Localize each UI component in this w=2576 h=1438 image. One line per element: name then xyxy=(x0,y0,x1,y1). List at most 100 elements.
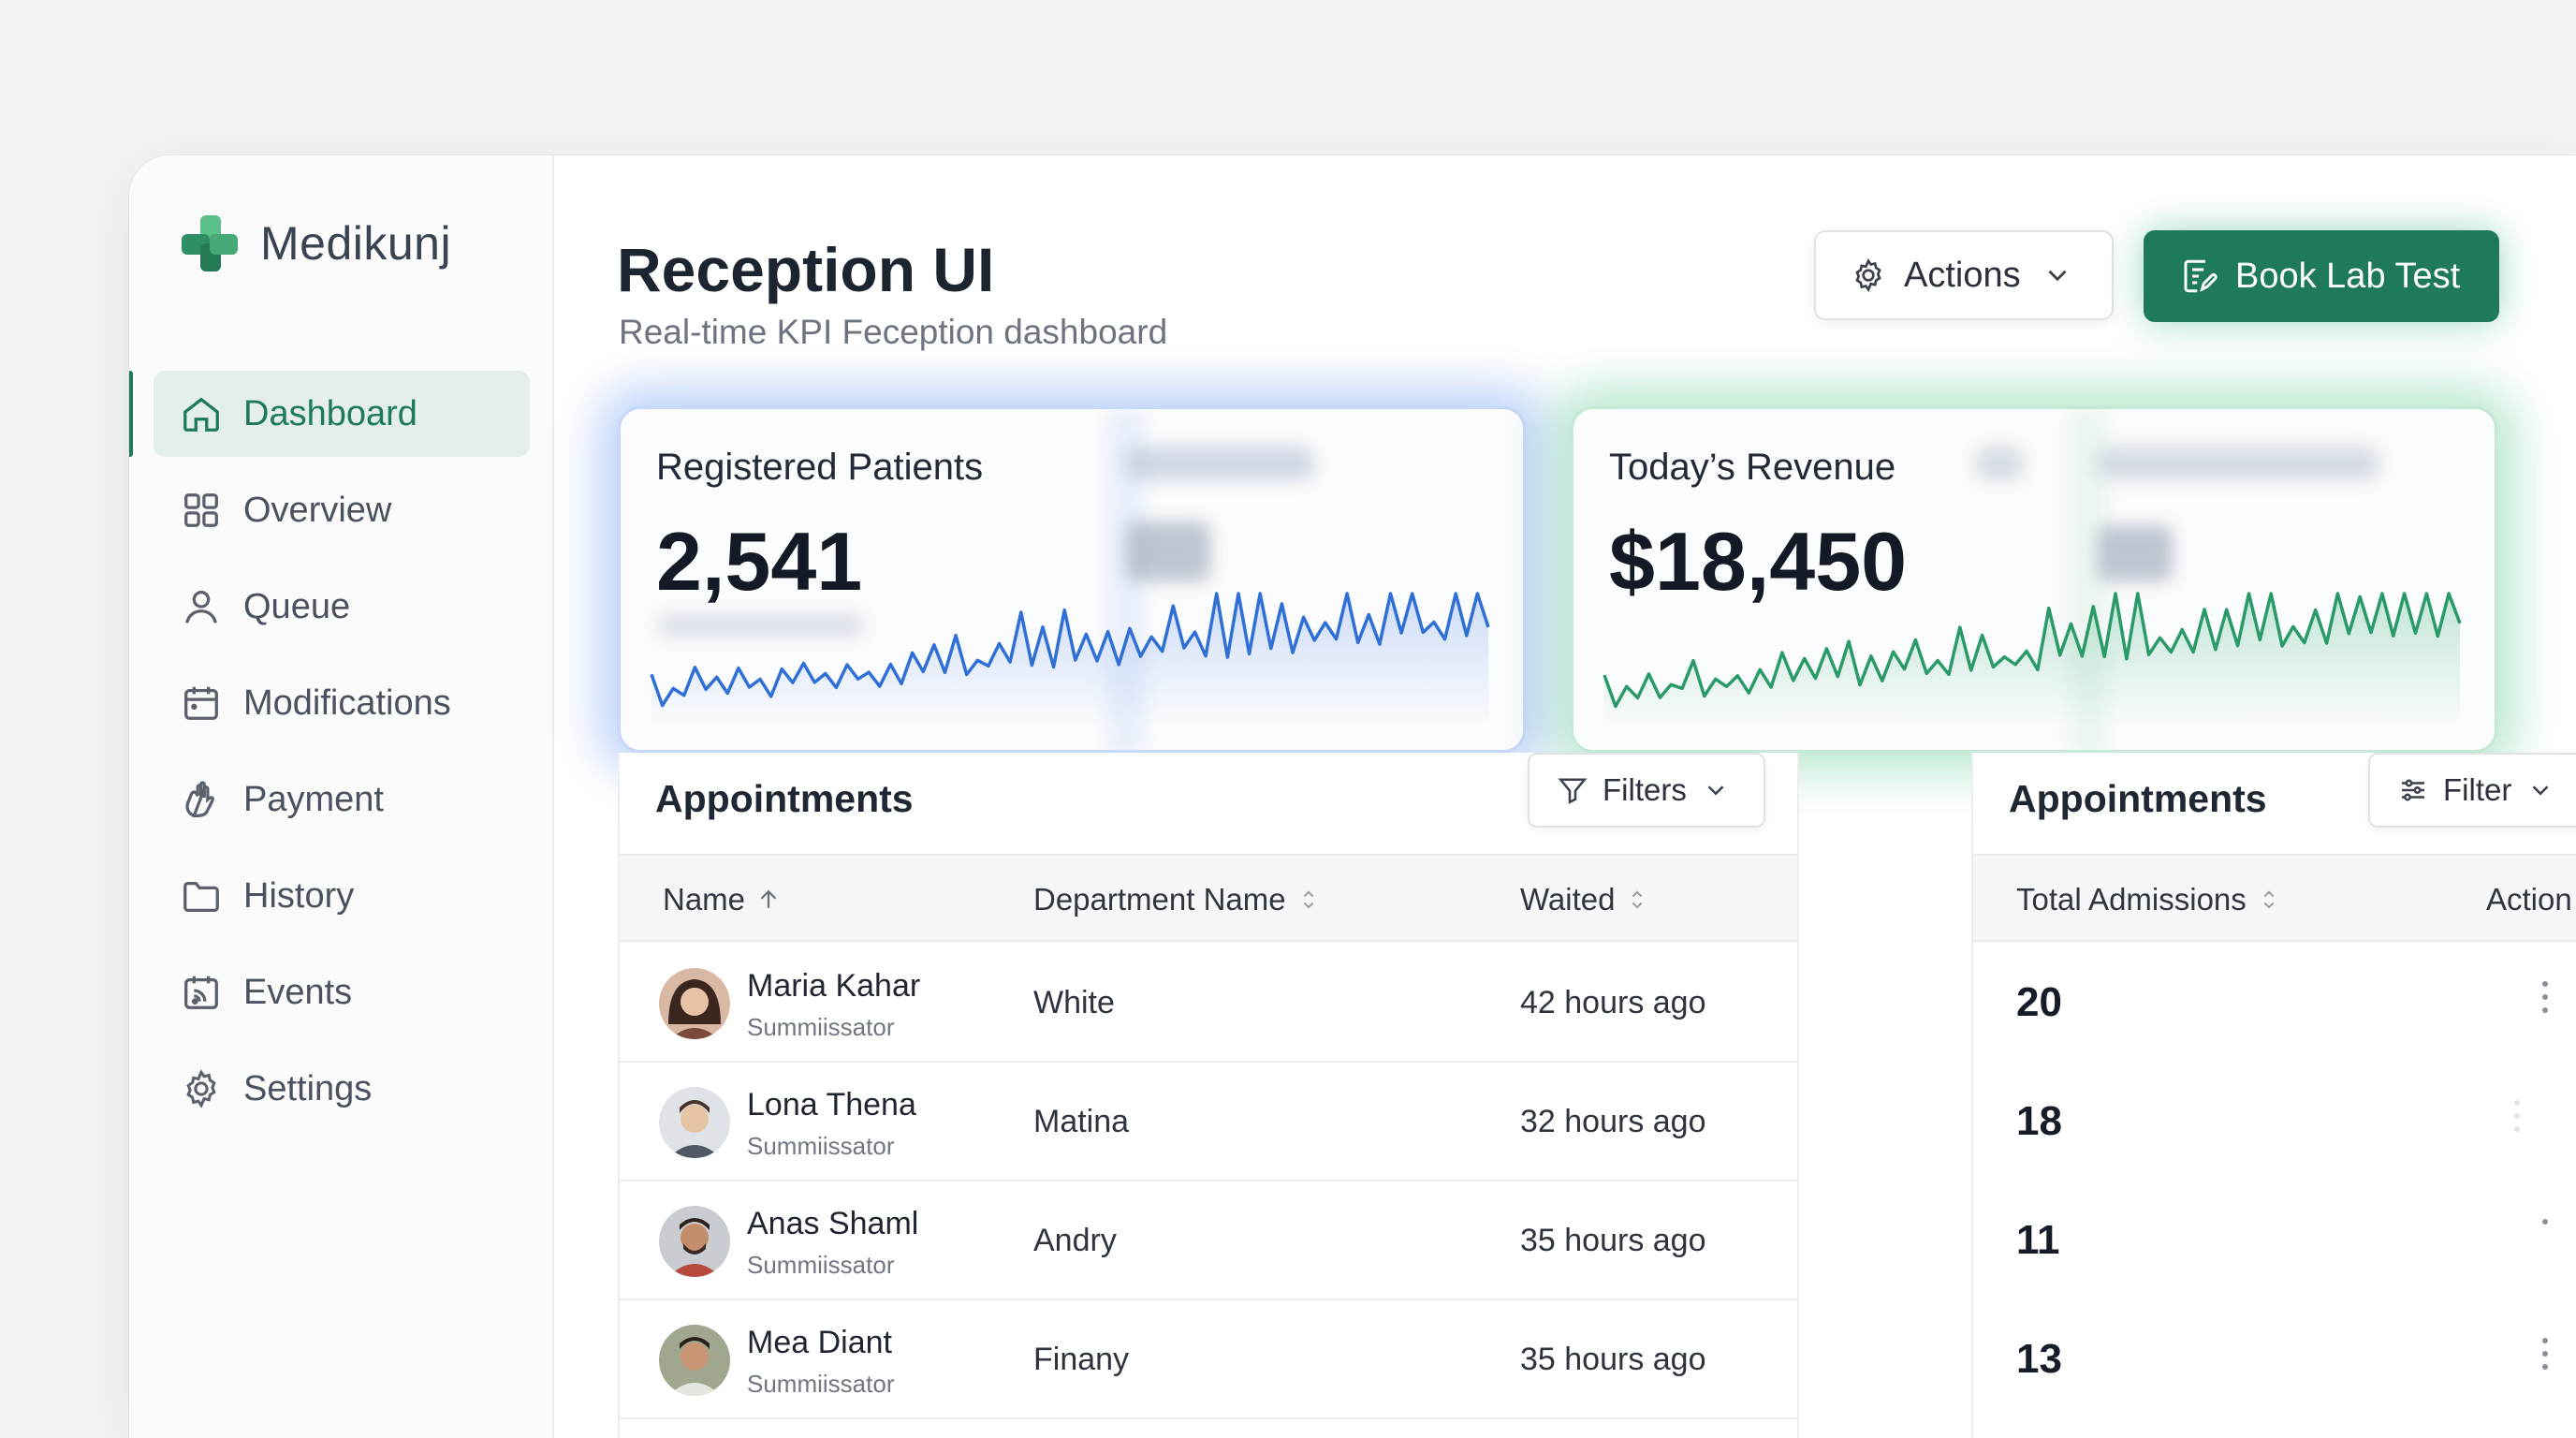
patient-name: Anas Shaml xyxy=(747,1206,919,1241)
department-cell: White xyxy=(1033,985,1115,1020)
calendar-icon xyxy=(184,686,218,720)
patient-role: Summiissator xyxy=(747,1132,895,1160)
column-label: Department Name xyxy=(1033,882,1286,917)
table-row[interactable]: Mea Diant Summiissator Finany 35 hours a… xyxy=(620,1300,1797,1419)
chevron-down-icon xyxy=(2048,270,2067,282)
brand-name: Medikunj xyxy=(260,217,452,270)
medical-cross-logo xyxy=(182,215,238,271)
filters-button[interactable]: Filters xyxy=(1528,753,1765,828)
actions-dropdown-button[interactable]: Actions xyxy=(1814,230,2114,320)
book-lab-test-button[interactable]: Book Lab Test xyxy=(2144,230,2499,322)
column-header-department[interactable]: Department Name xyxy=(1033,882,1322,917)
appointments-table-card: Appointments Filters Name Department Nam… xyxy=(618,753,1799,1438)
sort-icon xyxy=(1303,890,1314,909)
sidebar-item-label: History xyxy=(243,875,355,916)
sliders-icon xyxy=(2402,779,2424,801)
kpi-value: $18,450 xyxy=(1609,515,1908,608)
column-header-action: Action xyxy=(2486,882,2572,917)
card-title: Appointments xyxy=(2009,777,2267,820)
kpi-label: Today’s Revenue xyxy=(1609,447,1896,488)
table-header: Name Department Name Waited xyxy=(620,854,1797,942)
column-header-waited[interactable]: Waited xyxy=(1520,882,1650,917)
sort-icon xyxy=(1632,890,1643,909)
avatar xyxy=(659,1325,730,1396)
sidebar-item-dashboard[interactable]: Dashboard xyxy=(129,371,530,457)
column-label: Waited xyxy=(1520,882,1616,917)
actions-label: Actions xyxy=(1904,255,2021,295)
patient-role: Summiissator xyxy=(747,1370,895,1398)
column-header-total-admissions[interactable]: Total Admissions xyxy=(2016,882,2282,917)
more-vertical-icon[interactable] xyxy=(2542,1338,2550,1377)
patient-role: Summiissator xyxy=(747,1251,895,1279)
department-cell: Finany xyxy=(1033,1342,1130,1377)
more-vertical-icon[interactable] xyxy=(2514,1100,2522,1139)
table-row[interactable]: Anas Shaml Summiissator Andry 35 hours a… xyxy=(620,1181,1797,1300)
sidebar-item-overview[interactable]: Overview xyxy=(129,467,552,553)
total-admissions-cell: 11 xyxy=(2016,1217,2060,1263)
gear-icon xyxy=(186,1069,216,1108)
patient-name: Mea Diant xyxy=(747,1325,892,1360)
kpi-card-todays-revenue[interactable]: Today’s Revenue $18,450 xyxy=(1571,406,2497,753)
table-row[interactable]: 20 xyxy=(1973,944,2576,1063)
total-admissions-cell: 13 xyxy=(2016,1336,2062,1382)
patient-name: Maria Kahar xyxy=(747,968,921,1004)
brand[interactable]: Medikunj xyxy=(176,210,451,277)
sidebar-item-payment[interactable]: Payment xyxy=(129,756,552,843)
avatar xyxy=(659,1087,730,1158)
sidebar-item-label: Settings xyxy=(243,1068,373,1108)
avatar xyxy=(659,968,730,1039)
filter-button[interactable]: Filter xyxy=(2368,753,2576,828)
filter-label: Filter xyxy=(2443,772,2512,807)
more-vertical-icon[interactable] xyxy=(2542,981,2550,1020)
table-row[interactable]: 11 xyxy=(1973,1181,2576,1300)
column-label: Total Admissions xyxy=(2016,882,2247,917)
sidebar-item-settings[interactable]: Settings xyxy=(129,1046,552,1132)
sidebar-item-label: Queue xyxy=(243,586,351,626)
column-header-name[interactable]: Name xyxy=(663,882,783,917)
sidebar: Medikunj Dashboard Overview Queue Modifi… xyxy=(129,155,554,1438)
sidebar-nav: Dashboard Overview Queue Modifications P… xyxy=(129,371,552,1142)
chevron-down-icon xyxy=(1707,785,1724,796)
sidebar-item-label: Overview xyxy=(243,490,392,530)
department-cell: Matina xyxy=(1033,1104,1130,1139)
blurred-value xyxy=(1126,521,1210,581)
sidebar-item-events[interactable]: Events xyxy=(129,949,552,1035)
sidebar-item-label: Dashboard xyxy=(243,393,417,433)
column-label: Action xyxy=(2486,882,2572,917)
waited-cell: 32 hours ago xyxy=(1520,1104,1706,1139)
table-row[interactable]: 13 xyxy=(1973,1300,2576,1419)
waited-cell: 35 hours ago xyxy=(1520,1223,1706,1258)
arrow-up-icon xyxy=(760,889,777,908)
table-row[interactable]: Lona Thena Summiissator Matina 32 hours … xyxy=(620,1063,1797,1181)
total-admissions-cell: 18 xyxy=(2016,1098,2062,1144)
kpi-label: Registered Patients xyxy=(656,447,984,488)
folder-icon xyxy=(183,881,219,912)
funnel-icon xyxy=(1558,778,1588,804)
table-header: Total Admissions Action xyxy=(1973,854,2576,942)
chevron-down-icon xyxy=(2532,785,2549,796)
sparkline-green xyxy=(1603,592,2462,727)
admissions-table-card: Appointments Filter Total Admissions Act… xyxy=(1971,753,2576,1438)
blurred-value xyxy=(2098,525,2173,581)
sidebar-item-queue[interactable]: Queue xyxy=(129,564,552,650)
blurred-label xyxy=(1126,447,1313,480)
page-title: Reception UI xyxy=(617,235,995,304)
events-icon xyxy=(184,976,218,1009)
home-icon xyxy=(183,397,219,432)
kpi-card-registered-patients[interactable]: Registered Patients 2,541 xyxy=(618,406,1526,753)
user-icon xyxy=(185,591,217,624)
avatar xyxy=(659,1206,730,1277)
main-content: Reception UI Real-time KPI Feception das… xyxy=(554,155,2576,1438)
total-admissions-cell: 20 xyxy=(2016,979,2062,1025)
sidebar-item-modifications[interactable]: Modifications xyxy=(129,660,552,746)
table-row[interactable]: 18 xyxy=(1973,1063,2576,1181)
sidebar-item-history[interactable]: History xyxy=(129,853,552,939)
kpi-value: 2,541 xyxy=(656,515,863,608)
sidebar-item-label: Payment xyxy=(243,779,384,819)
card-title: Appointments xyxy=(655,777,914,820)
more-vertical-icon[interactable] xyxy=(2542,1219,2550,1232)
note-edit-icon xyxy=(2184,259,2217,293)
grid-icon xyxy=(184,493,218,527)
table-row[interactable]: Maria Kahar Summiissator White 42 hours … xyxy=(620,944,1797,1063)
filters-label: Filters xyxy=(1603,772,1687,807)
